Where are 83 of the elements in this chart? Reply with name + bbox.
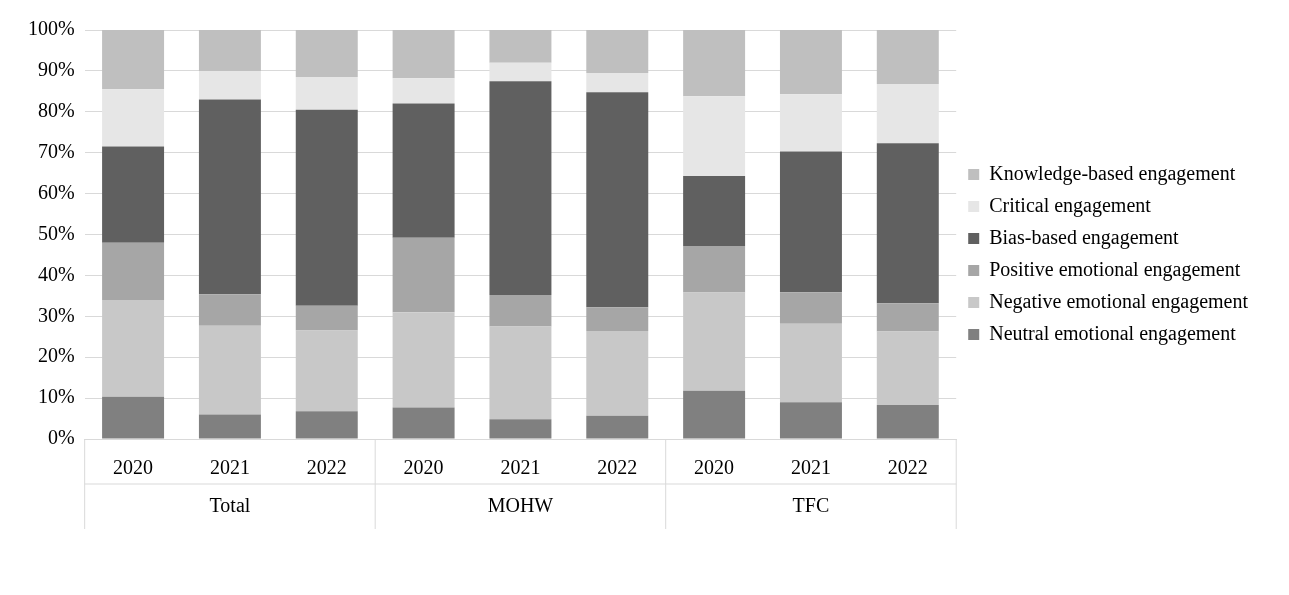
text: Total	[209, 494, 251, 517]
bar	[198, 70, 261, 100]
bar	[489, 326, 552, 420]
y-tick-label: 60%	[37, 180, 75, 203]
bar	[779, 323, 842, 403]
bar	[102, 30, 165, 90]
bar	[295, 411, 358, 439]
y-tick-label: 100%	[27, 17, 75, 40]
bar	[295, 330, 358, 412]
legend-label: Knowledge-based engagement	[989, 161, 1236, 185]
x-tick-label: 2022	[597, 456, 638, 479]
bar	[683, 245, 746, 293]
x-tick-label: 2021	[500, 456, 541, 479]
bar	[779, 151, 842, 293]
bar	[586, 92, 649, 308]
y-tick-label: 40%	[37, 262, 75, 285]
bar	[392, 103, 455, 238]
y-tick-label: 70%	[37, 139, 75, 162]
bar	[683, 176, 746, 246]
legend-label: Positive emotional engagement	[989, 257, 1241, 281]
bar	[876, 143, 939, 304]
y-tick-label: 10%	[37, 385, 75, 408]
legend-label: Critical engagement	[989, 193, 1152, 217]
bar	[489, 295, 552, 327]
y-tick-label: 90%	[37, 58, 75, 81]
bar	[198, 325, 261, 415]
bar	[876, 83, 939, 144]
bar	[876, 331, 939, 406]
bar	[392, 78, 455, 104]
bar	[586, 30, 649, 73]
y-tick-label: 30%	[37, 303, 75, 326]
x-tick-label: 2020	[403, 456, 444, 479]
bar	[779, 292, 842, 324]
bar	[102, 396, 165, 439]
bar	[683, 30, 746, 97]
bar	[586, 72, 649, 93]
x-tick-label: 2020	[694, 456, 735, 479]
x-tick-label: 2021	[790, 456, 831, 479]
bar	[102, 146, 165, 243]
bar	[779, 94, 842, 152]
bar	[198, 294, 261, 326]
bar	[392, 30, 455, 79]
text: MOHW	[487, 494, 554, 517]
bar	[683, 96, 746, 177]
bar	[489, 62, 552, 82]
bar	[586, 331, 649, 416]
bar	[876, 30, 939, 84]
x-tick-label: 2020	[113, 456, 154, 479]
bar	[586, 307, 649, 332]
bar	[489, 81, 552, 296]
y-tick-label: 20%	[37, 344, 75, 367]
bar	[295, 77, 358, 110]
bar	[102, 299, 165, 397]
bar	[876, 405, 939, 439]
bar	[876, 303, 939, 332]
bar	[392, 407, 455, 439]
y-tick-label: 0%	[47, 426, 75, 449]
text: TFC	[792, 494, 830, 517]
x-tick-label: 2022	[887, 456, 928, 479]
bar	[102, 242, 165, 300]
bar	[683, 292, 746, 391]
bar	[489, 419, 552, 439]
bar	[295, 30, 358, 78]
bar	[586, 415, 649, 439]
bar	[198, 99, 261, 295]
bar	[779, 402, 842, 439]
x-tick-label: 2021	[209, 456, 250, 479]
y-tick-label: 80%	[37, 99, 75, 122]
x-tick-label: 2022	[306, 456, 347, 479]
bar	[392, 237, 455, 313]
legend-label: Bias-based engagement	[989, 225, 1180, 249]
bar	[779, 30, 842, 95]
bar	[198, 414, 261, 439]
bar	[198, 30, 261, 71]
bar	[295, 305, 358, 331]
y-tick-label: 50%	[37, 221, 75, 244]
bar	[489, 30, 552, 63]
legend-label: Neutral emotional engagement	[989, 321, 1237, 345]
bar	[102, 89, 165, 147]
bar	[392, 312, 455, 408]
bar	[295, 109, 358, 306]
bar	[683, 390, 746, 439]
legend-label: Negative emotional engagement	[989, 289, 1249, 313]
